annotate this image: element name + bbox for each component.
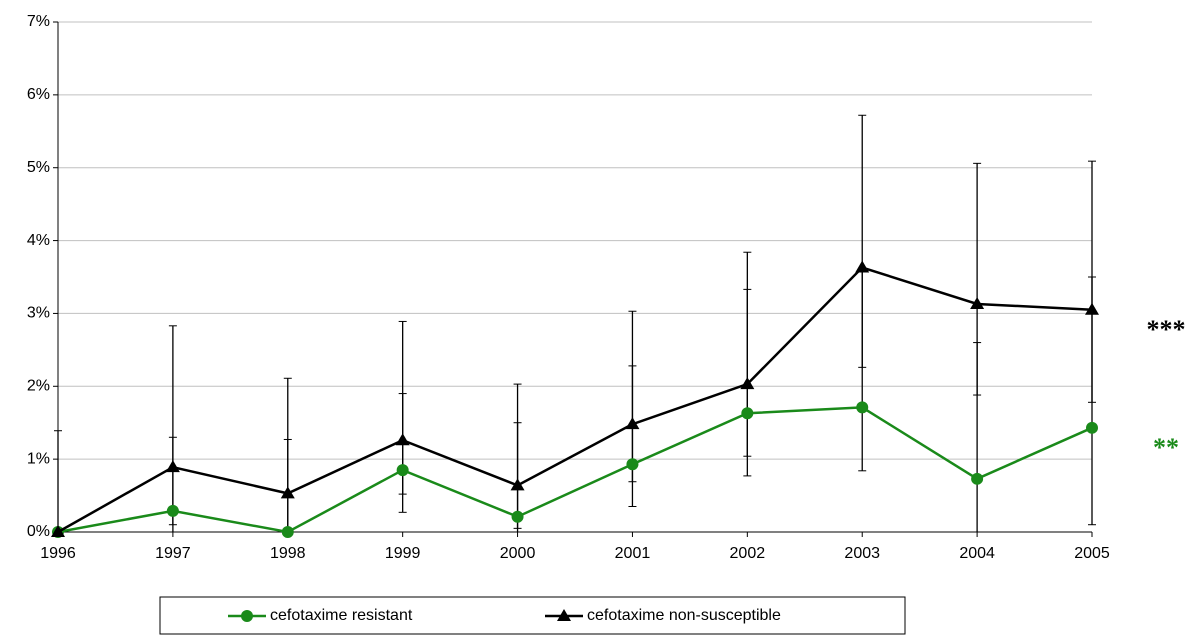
series-line bbox=[57, 266, 1093, 534]
x-tick-label: 2001 bbox=[615, 545, 651, 562]
point bbox=[856, 401, 869, 414]
point bbox=[970, 296, 985, 309]
annotation: *** bbox=[1147, 315, 1186, 344]
point bbox=[280, 486, 295, 499]
x-tick-label: 2002 bbox=[730, 545, 766, 562]
y-tick-label: 4% bbox=[27, 232, 50, 249]
legend-label: cefotaxime resistant bbox=[270, 607, 413, 624]
point bbox=[511, 510, 524, 523]
point bbox=[510, 478, 525, 491]
annotation: ** bbox=[1153, 433, 1179, 462]
point bbox=[855, 260, 870, 273]
x-tick-label: 1996 bbox=[40, 545, 76, 562]
y-tick-label: 3% bbox=[27, 305, 50, 322]
point bbox=[1086, 421, 1098, 434]
x-tick-label: 1998 bbox=[270, 545, 306, 562]
y-tick-label: 2% bbox=[27, 378, 50, 395]
point bbox=[740, 377, 755, 390]
point bbox=[741, 407, 754, 420]
legend-marker bbox=[241, 610, 253, 622]
legend-box bbox=[159, 596, 906, 635]
point bbox=[166, 504, 179, 517]
x-tick-label: 1999 bbox=[385, 545, 421, 562]
y-tick-label: 5% bbox=[27, 159, 50, 176]
x-tick-label: 2005 bbox=[1074, 545, 1110, 562]
point bbox=[1085, 302, 1099, 315]
x-tick-label: 2004 bbox=[959, 545, 995, 562]
x-tick-label: 2003 bbox=[844, 545, 880, 562]
y-tick-label: 7% bbox=[27, 13, 50, 30]
point bbox=[625, 417, 640, 430]
point bbox=[51, 525, 65, 537]
point bbox=[626, 458, 639, 471]
y-tick-label: 6% bbox=[27, 86, 50, 103]
x-tick-label: 1997 bbox=[155, 545, 191, 562]
point bbox=[971, 472, 984, 485]
x-tick-label: 2000 bbox=[500, 545, 536, 562]
y-tick-label: 1% bbox=[27, 450, 50, 467]
legend-marker bbox=[557, 609, 571, 621]
point bbox=[396, 464, 409, 477]
legend-label: cefotaxime non-susceptible bbox=[587, 607, 781, 624]
point bbox=[395, 433, 410, 446]
y-tick-label: 0% bbox=[27, 523, 50, 540]
point bbox=[281, 526, 294, 538]
series-line bbox=[57, 406, 1093, 534]
point bbox=[165, 460, 180, 473]
